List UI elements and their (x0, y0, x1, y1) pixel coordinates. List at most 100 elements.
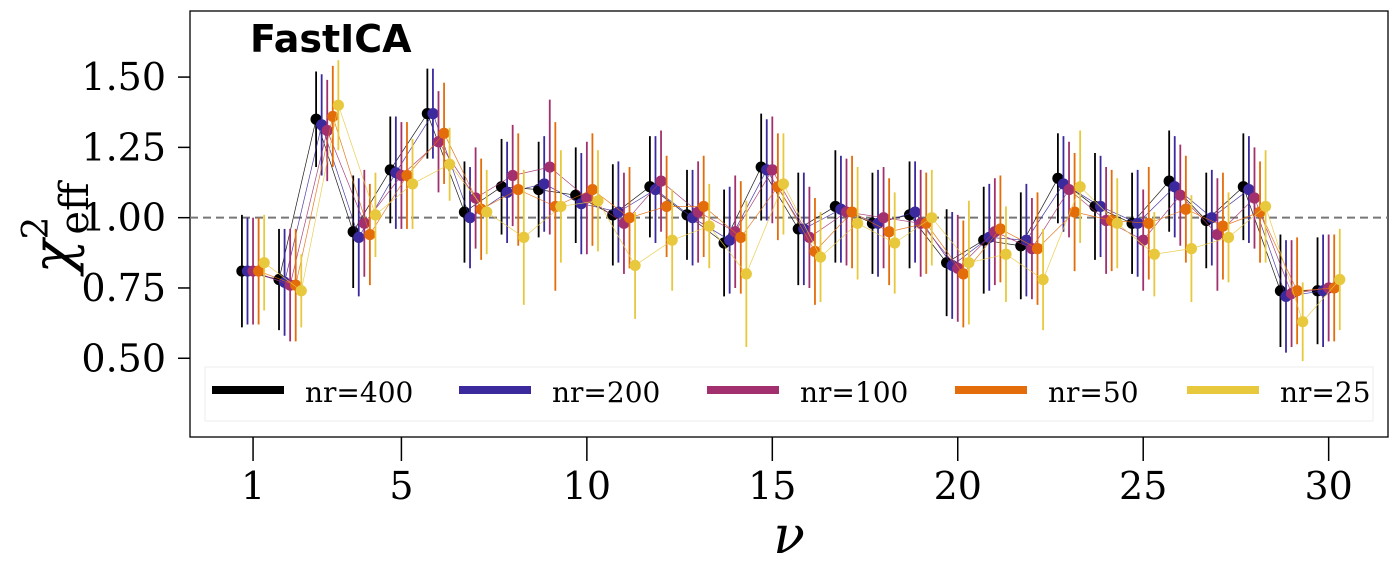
data-point (1185, 243, 1198, 255)
legend: nr=400 nr=200 nr=100 nr=50 nr=25 (212, 376, 1371, 409)
legend-label: nr=50 (1048, 376, 1139, 409)
y-axis-title: χ2eff (16, 180, 98, 278)
x-tick-label: 10 (563, 464, 611, 508)
y-tick-label: 0.50 (81, 336, 166, 380)
data-point (438, 127, 450, 139)
legend-label: nr=100 (800, 376, 908, 409)
data-point (570, 189, 582, 201)
data-point (1291, 285, 1303, 297)
data-point (1068, 206, 1081, 218)
y-axis-ticks: 0.50 0.75 1.00 1.25 1.50 (81, 55, 190, 380)
legend-label: nr=400 (305, 376, 413, 409)
data-point (512, 183, 524, 196)
data-point (1063, 183, 1075, 196)
data-point (926, 212, 938, 224)
data-point (353, 231, 365, 243)
y-axis-title-subscript: eff (52, 180, 98, 235)
data-point (444, 158, 456, 170)
data-point (703, 220, 715, 232)
x-tick-label: 1 (241, 464, 265, 508)
data-point (1222, 231, 1235, 243)
data-point (655, 175, 667, 187)
data-point (369, 209, 382, 221)
data-point (538, 178, 550, 190)
data-point (592, 195, 604, 207)
data-point (364, 228, 376, 241)
series-line (263, 103, 1341, 323)
data-point (1000, 248, 1012, 260)
data-point (481, 206, 493, 218)
data-point (1334, 273, 1346, 286)
data-point (1180, 203, 1192, 215)
data-point (1137, 234, 1149, 246)
data-point (258, 257, 270, 269)
legend-box (204, 366, 1374, 422)
data-point (1169, 181, 1181, 193)
data-point (766, 164, 778, 176)
data-point (735, 231, 747, 243)
x-tick-label: 15 (748, 464, 796, 508)
data-point (1206, 212, 1218, 224)
data-point (623, 212, 636, 224)
data-point (1074, 181, 1086, 193)
data-point (963, 257, 975, 269)
data-point (555, 200, 567, 213)
data-point (994, 223, 1007, 235)
data-point (629, 259, 641, 272)
data-point (406, 178, 419, 190)
data-point (877, 212, 890, 224)
data-point (507, 169, 519, 182)
y-axis-title-main: χ (21, 236, 86, 277)
data-point (1297, 316, 1309, 328)
data-point (957, 268, 969, 280)
y-tick-label: 1.50 (81, 55, 166, 99)
data-point (1174, 189, 1186, 201)
data-point (1260, 200, 1272, 213)
x-tick-label: 20 (934, 464, 982, 508)
data-point (1031, 243, 1044, 255)
data-point (777, 178, 790, 190)
data-point (1143, 217, 1155, 229)
data-point (321, 124, 333, 137)
data-point (883, 226, 895, 238)
data-point (1037, 273, 1049, 286)
plot-frame (189, 10, 1389, 438)
data-point (1020, 234, 1032, 246)
data-point (332, 99, 344, 111)
data-point (909, 206, 921, 218)
data-point (698, 200, 710, 213)
data-point (852, 217, 864, 229)
chart-title: FastICA (250, 17, 412, 61)
y-axis-title-text: χ2eff (16, 180, 98, 278)
data-point (432, 136, 445, 148)
data-point (1111, 217, 1123, 229)
data-point (740, 268, 752, 280)
x-tick-label: 5 (389, 464, 413, 508)
data-point (1132, 217, 1144, 229)
data-point (401, 169, 413, 182)
data-point (581, 192, 593, 204)
series-layer (236, 60, 1346, 362)
data-point (544, 161, 556, 173)
y-tick-label: 1.25 (81, 125, 166, 169)
data-point (1211, 228, 1223, 241)
data-point (518, 231, 530, 243)
legend-label: nr=25 (1280, 376, 1371, 409)
legend-label: nr=200 (552, 376, 660, 409)
data-point (666, 234, 678, 246)
x-tick-label: 30 (1304, 464, 1352, 508)
data-point (814, 251, 827, 263)
data-point (358, 217, 370, 229)
data-point (427, 108, 439, 120)
data-point (295, 285, 307, 297)
data-point (661, 200, 673, 213)
y-axis-title-superscript: 2 (16, 217, 57, 240)
x-axis-ticks: 1 5 10 15 20 25 30 (241, 437, 1353, 508)
data-point (501, 186, 513, 198)
data-point (253, 265, 265, 277)
y-tick-label: 1.00 (81, 196, 166, 240)
data-point (612, 206, 624, 218)
data-point (846, 206, 858, 218)
